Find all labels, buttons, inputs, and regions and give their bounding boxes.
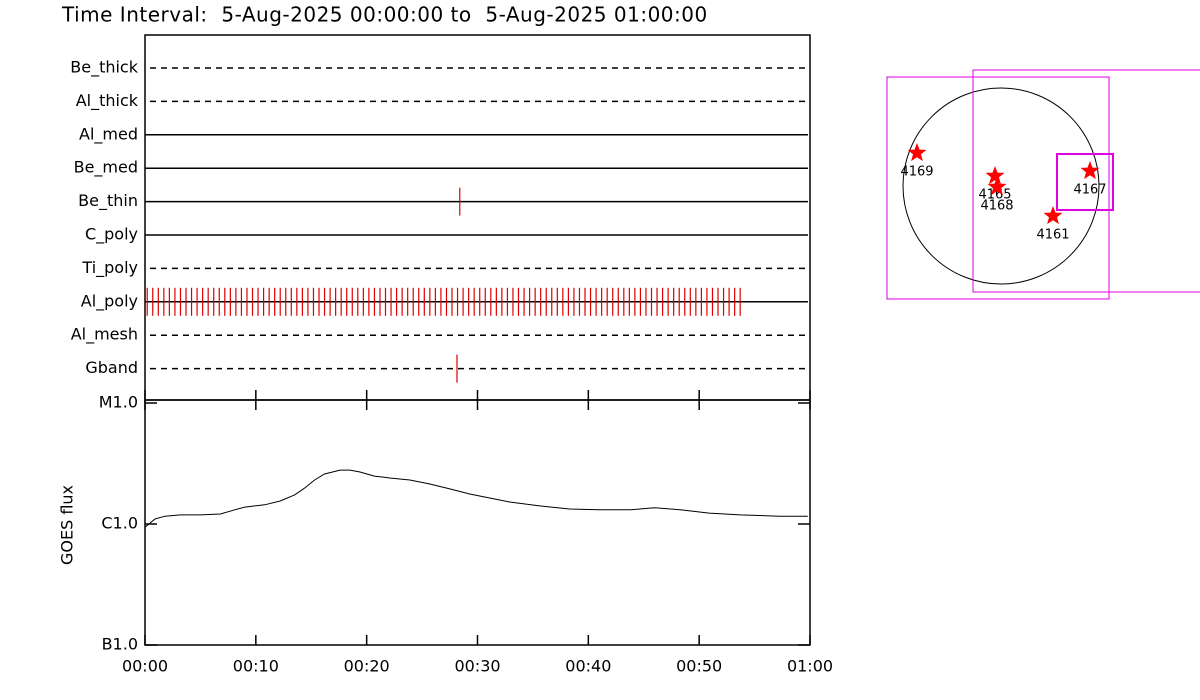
filter-label: Al_med: [79, 124, 138, 144]
filter-label: Be_thin: [78, 191, 138, 211]
x-tick-label: 00:30: [454, 657, 500, 676]
title: Time Interval: 5-Aug-2025 00:00:00 to 5-…: [61, 3, 708, 27]
region-star: [987, 177, 1007, 196]
filter-label: Gband: [85, 358, 138, 377]
filter-label: Ti_poly: [81, 258, 138, 278]
fov-box: [972, 69, 1200, 293]
y-tick-label: C1.0: [101, 514, 138, 533]
region-star: [907, 143, 927, 162]
filter-label: C_poly: [85, 225, 138, 245]
fov-box: [886, 76, 1110, 300]
filter-label: Al_poly: [81, 291, 138, 311]
x-tick-label: 00:00: [122, 657, 168, 676]
fov-box: [1056, 153, 1114, 211]
goes-frame: [144, 399, 811, 646]
region-label: 4169: [900, 165, 933, 180]
x-tick-label: 00:40: [565, 657, 611, 676]
x-tick-label: 00:10: [233, 657, 279, 676]
y-axis-label: GOES flux: [58, 485, 77, 565]
x-tick-label: 00:20: [344, 657, 390, 676]
region-label: 4165: [978, 188, 1011, 203]
filter-label: Be_med: [74, 158, 138, 178]
goes-curve: [144, 469, 808, 528]
sun-map: [886, 69, 1200, 300]
region-label: 4161: [1036, 228, 1069, 243]
region-star: [1043, 206, 1063, 225]
region-label: 4167: [1073, 183, 1106, 198]
solar-disk: [902, 87, 1100, 285]
x-tick-label: 01:00: [787, 657, 833, 676]
region-label: 4168: [980, 199, 1013, 214]
y-tick-label: B1.0: [102, 635, 138, 654]
region-star: [985, 166, 1005, 185]
filter-label: Be_thick: [70, 58, 138, 78]
region-star: [1080, 161, 1100, 180]
filter-label: Al_thick: [76, 91, 139, 111]
timeline-frame: [144, 34, 811, 401]
x-tick-label: 00:50: [676, 657, 722, 676]
filter-label: Al_mesh: [71, 325, 138, 345]
y-tick-label: M1.0: [99, 393, 138, 412]
